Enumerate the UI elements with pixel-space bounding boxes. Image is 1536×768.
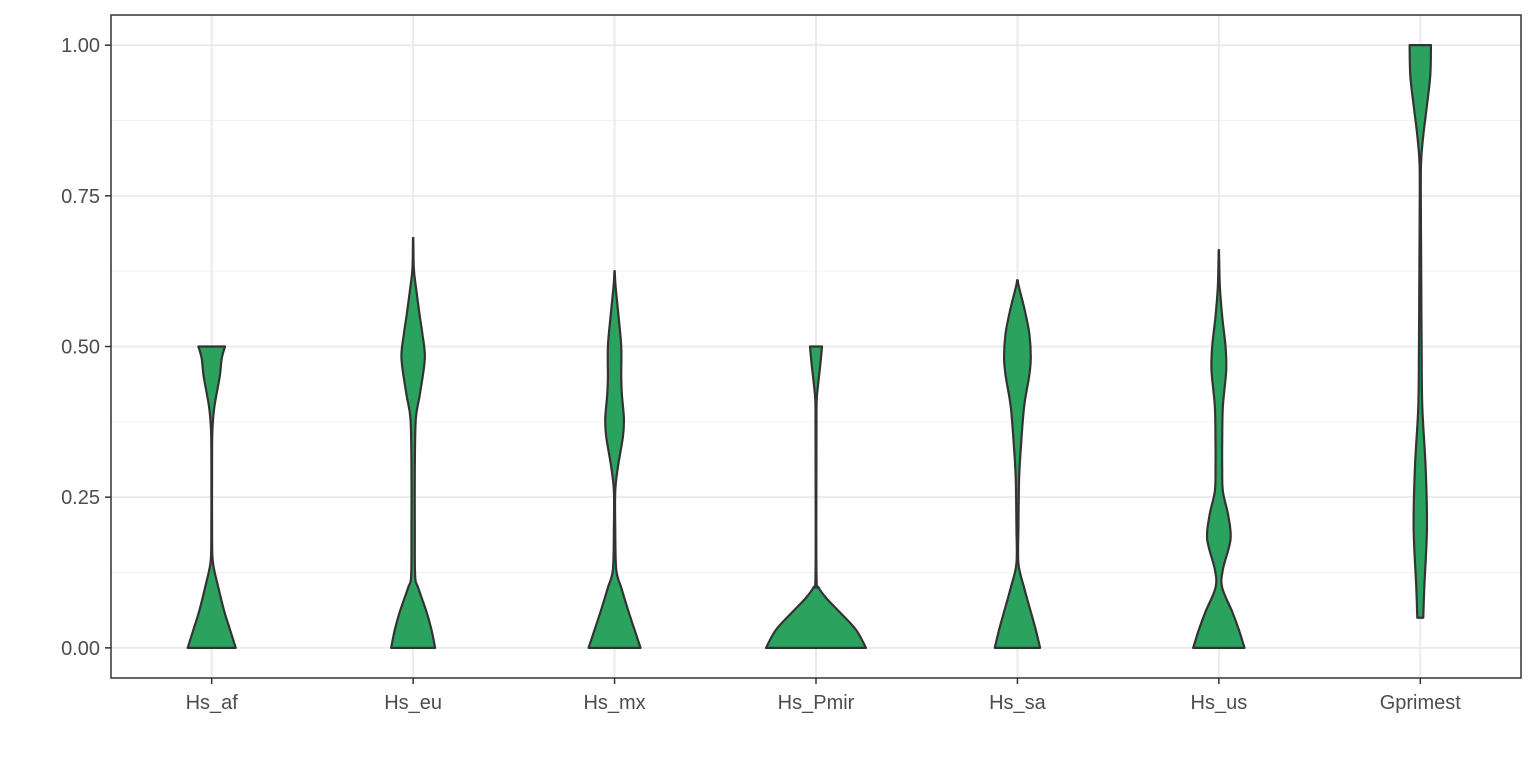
violin-Hs_af xyxy=(186,345,237,649)
y-tick-label: 0.75 xyxy=(61,186,100,208)
y-axis: 0.00 0.25 0.50 0.75 1.00 xyxy=(61,35,111,660)
violin-Hs_eu xyxy=(390,236,437,649)
x-axis: Hs_af Hs_eu Hs_mx Hs_Pmir Hs_sa Hs_us Gprimest xyxy=(186,678,1462,714)
x-tick-label: Hs_sa xyxy=(989,692,1047,714)
x-tick-label: Hs_Pmir xyxy=(778,692,855,714)
y-tick-label: 0.00 xyxy=(61,638,100,660)
x-tick-label: Hs_eu xyxy=(384,692,442,714)
x-tick-label: Hs_af xyxy=(186,692,239,714)
violin-Hs_sa xyxy=(993,279,1042,649)
violins xyxy=(186,44,1433,649)
violin-Hs_Pmir xyxy=(764,345,868,649)
violin-Hs_us xyxy=(1192,248,1246,649)
violin-Hs_mx xyxy=(587,270,642,649)
y-tick-label: 0.25 xyxy=(61,487,100,509)
y-tick-label: 1.00 xyxy=(61,35,100,57)
violin-Gprimest xyxy=(1408,44,1433,619)
x-tick-label: Hs_us xyxy=(1191,692,1248,714)
y-tick-label: 0.50 xyxy=(61,337,100,359)
x-tick-label: Hs_mx xyxy=(583,692,645,714)
x-tick-label: Gprimest xyxy=(1380,692,1462,714)
